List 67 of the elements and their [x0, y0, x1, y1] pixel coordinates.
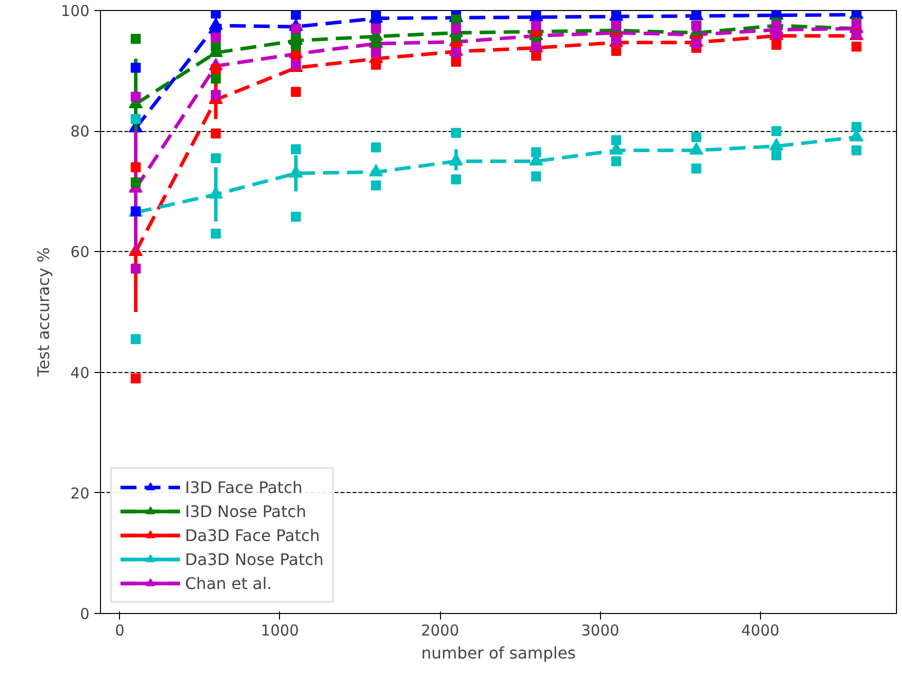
- point: [290, 60, 301, 70]
- legend-label: Da3D Nose Patch: [185, 550, 324, 568]
- point: [531, 50, 542, 61]
- point: [130, 373, 141, 384]
- point: [290, 42, 301, 52]
- y-tick-label: 0: [80, 605, 90, 623]
- point: [771, 20, 782, 31]
- point: [290, 212, 301, 222]
- point: [851, 145, 862, 156]
- point: [210, 90, 221, 100]
- legend-label: Chan et al.: [185, 574, 272, 592]
- legend-label: I3D Face Patch: [185, 478, 303, 496]
- legend-label: I3D Nose Patch: [185, 502, 306, 520]
- point: [210, 10, 221, 19]
- point: [130, 62, 141, 73]
- point: [370, 142, 381, 152]
- point: [210, 32, 221, 43]
- point: [531, 147, 542, 158]
- point: [210, 74, 221, 84]
- point: [851, 122, 862, 132]
- point: [290, 10, 301, 20]
- point: [130, 162, 141, 172]
- point: [130, 177, 141, 188]
- point: [130, 34, 141, 44]
- point: [130, 92, 141, 102]
- y-tick-label: 100: [60, 2, 90, 20]
- y-tick-label: 60: [70, 243, 90, 262]
- point: [290, 144, 301, 154]
- point: [210, 228, 221, 239]
- point: [130, 264, 141, 274]
- legend-label: Da3D Face Patch: [185, 526, 320, 544]
- point: [451, 48, 462, 58]
- y-tick-label: 20: [70, 484, 90, 502]
- point: [370, 180, 381, 190]
- x-tick-label: 0: [114, 622, 124, 640]
- point: [451, 24, 462, 34]
- point: [691, 132, 702, 142]
- point: [611, 135, 622, 146]
- point: [210, 153, 221, 164]
- point: [691, 163, 702, 174]
- point: [771, 40, 782, 50]
- point: [531, 171, 542, 182]
- point: [451, 56, 462, 67]
- point: [851, 42, 862, 52]
- point: [290, 50, 301, 61]
- point: [611, 156, 622, 166]
- point: [290, 86, 301, 97]
- y-tick-label: 80: [70, 122, 90, 141]
- point: [611, 46, 622, 56]
- x-tick-label: 2000: [420, 622, 460, 640]
- point: [691, 38, 702, 49]
- point: [210, 128, 221, 139]
- y-axis-title: Test accuracy %: [34, 247, 53, 378]
- point: [771, 126, 782, 136]
- point: [451, 128, 462, 138]
- point: [130, 114, 141, 124]
- point: [451, 14, 462, 25]
- point: [451, 174, 462, 184]
- x-tick-label: 4000: [741, 622, 780, 640]
- point: [531, 20, 542, 31]
- point: [210, 42, 221, 52]
- x-tick-label: 1000: [260, 622, 299, 640]
- x-tick-label: 3000: [581, 622, 620, 640]
- point: [771, 150, 782, 160]
- y-tick-label: 40: [70, 364, 90, 382]
- point: [130, 334, 141, 344]
- x-axis-title: number of samples: [421, 644, 576, 662]
